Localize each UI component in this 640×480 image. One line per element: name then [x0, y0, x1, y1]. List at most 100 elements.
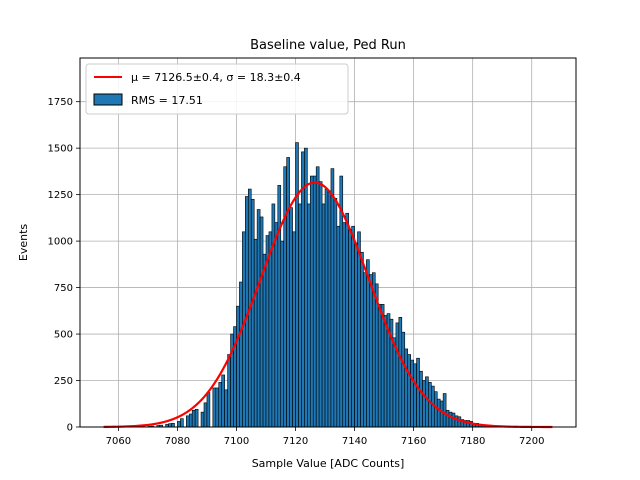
- histogram-bar: [304, 147, 308, 428]
- histogram-bar: [330, 168, 335, 428]
- histogram-bar: [239, 281, 243, 428]
- histogram-bar: [242, 231, 246, 428]
- x-tick-label: 7180: [460, 436, 485, 447]
- histogram-bar: [185, 415, 190, 428]
- histogram-bar: [401, 331, 406, 428]
- x-tick-label: 7140: [342, 436, 367, 447]
- gaussian-fit: [103, 181, 553, 429]
- histogram-bar: [180, 418, 184, 428]
- histogram-bar: [439, 400, 444, 428]
- y-axis-ticks: 0 250 500 750 1000 1250 1500 1750: [48, 97, 80, 434]
- histogram-bar: [286, 157, 290, 428]
- legend-box: [85, 63, 349, 115]
- x-axis-ticks: 7060 7080 7100 7120 7140 7160 7180 7200: [106, 427, 544, 447]
- histogram-bar: [236, 305, 240, 428]
- x-axis-label: Sample Value [ADC Counts]: [252, 457, 405, 470]
- histogram-bar: [422, 380, 426, 428]
- histogram-bar: [259, 216, 264, 428]
- y-tick-label: 1250: [48, 190, 73, 201]
- histogram-bar: [171, 422, 175, 428]
- histogram-bar: [442, 393, 447, 428]
- histogram-bar: [377, 304, 382, 428]
- histogram-bar: [436, 398, 441, 428]
- histogram-bar: [177, 421, 181, 428]
- histogram-bar: [312, 175, 317, 428]
- histogram-bar: [327, 190, 332, 428]
- histogram-bar: [256, 209, 261, 428]
- histogram-bar: [307, 203, 311, 428]
- histogram-bar: [366, 259, 370, 428]
- histogram-bar: [200, 411, 205, 428]
- histogram-bar: [348, 229, 352, 428]
- histogram-bar: [357, 231, 361, 428]
- x-tick-label: 7100: [224, 436, 249, 447]
- histogram-bar: [360, 251, 364, 428]
- histogram-bar: [333, 198, 338, 428]
- histogram-bar: [321, 203, 326, 428]
- y-tick-label: 750: [54, 283, 73, 294]
- histogram-bar: [428, 382, 432, 428]
- histogram-bar: [221, 374, 225, 428]
- histogram-bars: [141, 142, 518, 428]
- histogram-bar: [277, 185, 282, 428]
- histogram-bar: [342, 222, 347, 428]
- histogram-bar: [336, 225, 341, 428]
- y-tick-label: 250: [54, 376, 73, 387]
- x-tick-label: 7060: [106, 436, 131, 447]
- x-tick-label: 7160: [401, 436, 426, 447]
- histogram-bar: [295, 142, 299, 428]
- y-tick-label: 0: [67, 423, 73, 434]
- histogram-bar: [191, 409, 196, 428]
- y-tick-label: 1500: [48, 144, 73, 155]
- legend-histogram-swatch: [93, 93, 123, 106]
- y-tick-label: 1000: [48, 237, 73, 248]
- histogram-bar: [262, 253, 267, 428]
- histogram-bar: [318, 181, 323, 428]
- histogram-bar: [445, 409, 450, 428]
- histogram-bar: [369, 274, 373, 428]
- legend: μ = 7126.5±0.4, σ = 18.3±0.4 RMS = 17.51: [85, 63, 349, 115]
- histogram-bar: [425, 376, 429, 428]
- histogram-bar: [413, 363, 417, 428]
- histogram-bar: [454, 415, 459, 428]
- histogram-bar: [345, 212, 349, 428]
- histogram-bar: [324, 188, 329, 428]
- chart-title: Baseline value, Ped Run: [250, 38, 406, 53]
- x-tick-label: 7120: [283, 436, 308, 447]
- histogram-bar: [289, 207, 293, 428]
- fit-curve: [103, 181, 553, 429]
- histogram-bar: [203, 402, 208, 428]
- plot-frame: [79, 57, 577, 428]
- histogram-bar: [227, 354, 231, 428]
- histogram-bar: [395, 322, 400, 428]
- histogram-bar: [315, 166, 320, 428]
- x-tick-label: 7200: [519, 436, 544, 447]
- histogram-bar: [212, 387, 217, 428]
- histogram-bar: [292, 231, 296, 428]
- histogram-bar: [383, 315, 388, 428]
- histogram-bar: [301, 151, 305, 428]
- histogram-bar: [404, 348, 409, 428]
- histogram-bar: [448, 411, 453, 428]
- histogram-bar: [215, 387, 220, 428]
- histogram-bar: [363, 272, 367, 428]
- histogram-bar: [410, 359, 414, 428]
- histogram-bar: [271, 203, 276, 428]
- histogram-bar: [351, 225, 355, 428]
- histogram-bar: [168, 423, 172, 428]
- histogram-bar: [188, 413, 193, 428]
- histogram-bar: [416, 357, 420, 428]
- histogram-bar: [194, 409, 199, 428]
- x-tick-label: 7080: [165, 436, 190, 447]
- histogram-bar: [274, 222, 279, 428]
- histogram-bar: [250, 198, 255, 428]
- histogram-bar: [268, 231, 273, 428]
- histogram-bar: [218, 382, 223, 428]
- histogram-bar: [224, 389, 228, 428]
- legend-histogram-label: RMS = 17.51: [131, 94, 203, 107]
- histogram-bar: [309, 175, 314, 428]
- y-axis-label: Events: [17, 224, 30, 262]
- histogram-bar: [380, 304, 385, 428]
- histogram-bar: [354, 242, 358, 428]
